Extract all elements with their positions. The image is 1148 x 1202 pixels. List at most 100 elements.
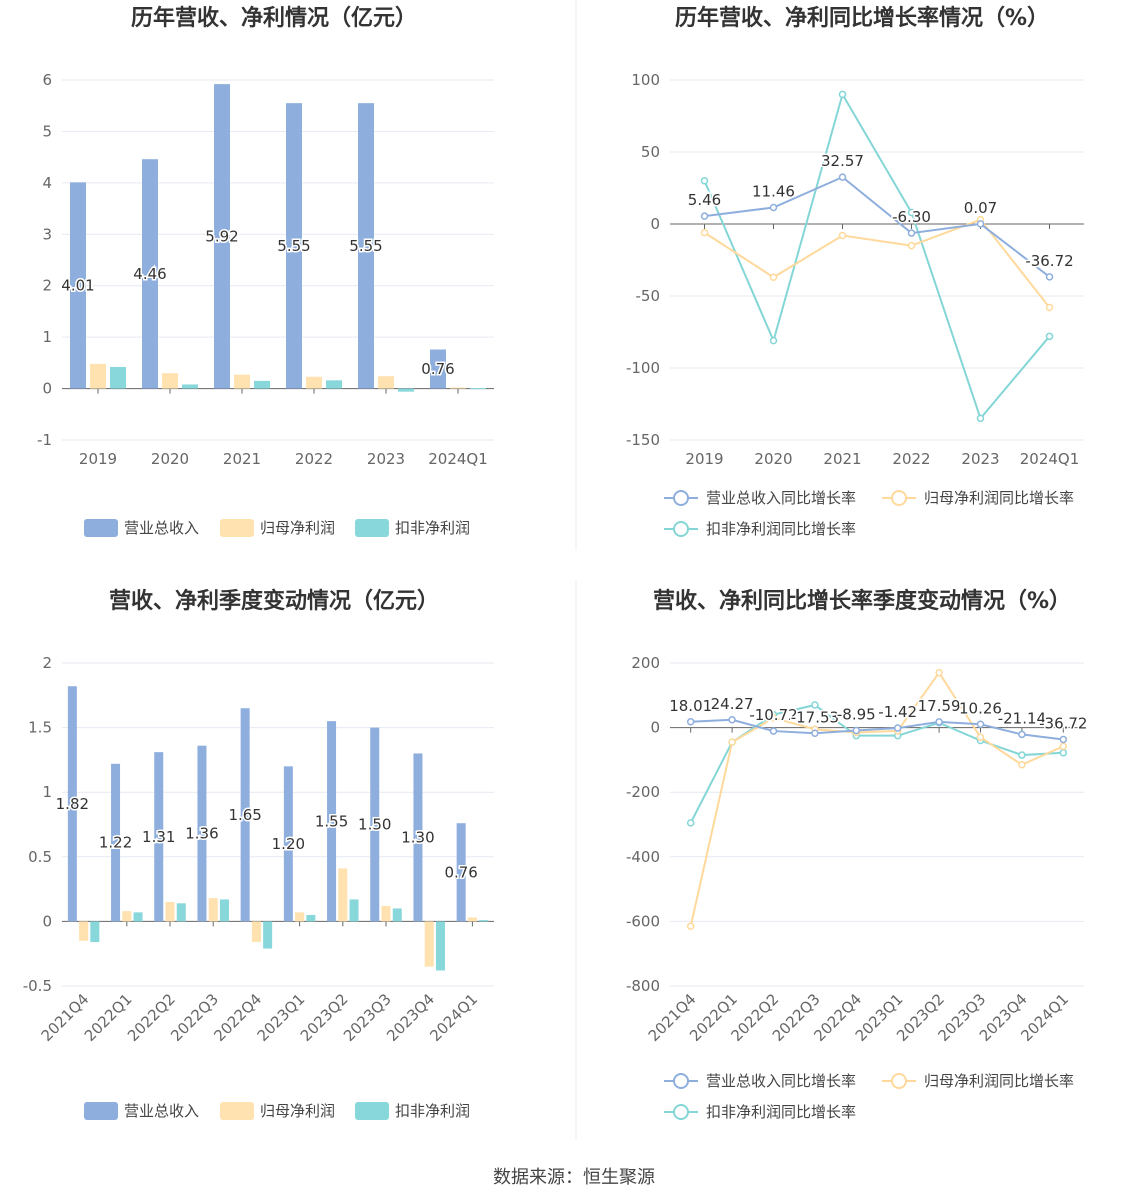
bar-parent-net-profit	[165, 902, 175, 922]
x-tick-label: 2020	[754, 450, 792, 468]
bar-parent-net-profit	[450, 387, 466, 389]
point-value-label: 5.46	[688, 191, 721, 209]
point-value-label: 0.07	[964, 199, 997, 217]
series-point	[1018, 760, 1026, 769]
legend-label: 营业总收入	[124, 1102, 199, 1120]
series-point	[811, 701, 819, 709]
point-value-label: 10.26	[959, 699, 1002, 717]
bar-deducted-net-profit	[182, 384, 198, 389]
bar-revenue	[197, 745, 207, 922]
series-point	[769, 336, 778, 345]
chart-title-annual: 历年营收、净利情况（亿元）	[131, 5, 417, 31]
x-tick-label: 2024Q1	[426, 990, 481, 1045]
series-point	[907, 229, 916, 237]
bar-revenue	[214, 84, 230, 389]
legend-label: 扣非净利润	[395, 519, 470, 537]
legend-marker	[673, 1073, 689, 1089]
bar-deducted-net-profit	[306, 914, 316, 922]
bar-revenue	[413, 753, 423, 922]
series-point	[976, 414, 985, 423]
bar-deducted-net-profit	[176, 903, 186, 922]
bar-value-label: 1.31	[142, 828, 175, 846]
x-tick-label: 2022	[892, 450, 930, 468]
bar-parent-net-profit	[79, 921, 89, 941]
bar-value-label: 1.22	[99, 834, 132, 852]
series-line-parent-growth	[689, 670, 1064, 927]
legend-marker	[891, 490, 907, 506]
y-tick-label: -150	[626, 431, 660, 449]
bar-value-label: 5.55	[277, 237, 310, 255]
bar-value-label: 1.55	[315, 812, 348, 830]
y-tick-label: 1	[42, 783, 52, 801]
y-tick-label: 200	[631, 654, 660, 672]
x-tick-label: 2021	[823, 450, 861, 468]
x-tick-label: 2021	[223, 450, 261, 468]
point-value-label: -6.30	[892, 208, 931, 226]
series-point	[1018, 751, 1026, 759]
y-tick-label: 0	[42, 380, 52, 398]
point-value-label: -17.53	[791, 708, 839, 726]
legend-swatch	[355, 1102, 389, 1120]
series-point	[769, 203, 778, 212]
series-point	[935, 668, 943, 677]
y-tick-label: -600	[626, 912, 660, 930]
series-point	[1059, 735, 1068, 744]
legend-swatch	[220, 519, 254, 537]
bar-revenue	[456, 823, 466, 922]
legend-label: 归母净利润	[260, 519, 335, 537]
series-point	[838, 90, 847, 99]
bar-revenue	[358, 103, 374, 389]
point-value-label: 17.59	[918, 697, 961, 715]
bar-deducted-net-profit	[479, 920, 489, 922]
bar-revenue	[142, 159, 158, 389]
legend-label: 归母净利润	[260, 1102, 335, 1120]
legend-label: 营业总收入同比增长率	[706, 489, 856, 507]
y-tick-label: 2	[42, 277, 52, 295]
chart-title-annual-growth: 历年营收、净利同比增长率情况（%）	[675, 5, 1049, 31]
bar-revenue	[70, 182, 86, 389]
series-point	[1045, 273, 1054, 281]
series-line-deducted-growth	[689, 703, 1064, 824]
series-line-revenue-growth	[704, 175, 1051, 278]
legend-label: 扣非净利润同比增长率	[706, 1103, 856, 1121]
point-value-label: -36.72	[1025, 252, 1073, 270]
series-point	[700, 212, 709, 220]
point-value-label: -8.95	[837, 705, 876, 723]
bar-deducted-net-profit	[398, 388, 414, 392]
bar-revenue	[286, 103, 302, 389]
series-point	[1059, 749, 1068, 757]
legend-label: 营业总收入	[124, 519, 199, 537]
bar-deducted-net-profit	[349, 899, 359, 922]
y-tick-label: 2	[42, 654, 52, 672]
point-value-label: 32.57	[821, 152, 864, 170]
legend-label: 营业总收入同比增长率	[706, 1072, 856, 1090]
series-point	[935, 718, 943, 726]
bar-revenue	[283, 766, 293, 922]
bar-parent-net-profit	[162, 373, 178, 389]
series-point	[893, 724, 902, 732]
bar-deducted-net-profit	[90, 921, 100, 943]
bar-parent-net-profit	[251, 921, 261, 943]
quarterly-bar-chart: -0.500.511.522021Q42022Q12022Q22022Q3202…	[23, 654, 494, 1120]
bar-value-label: 4.46	[133, 265, 166, 283]
bar-parent-net-profit	[122, 911, 132, 922]
bar-value-label: 0.76	[421, 360, 454, 378]
legend-marker	[673, 490, 689, 506]
bar-parent-net-profit	[234, 374, 250, 389]
point-value-label: 24.27	[711, 695, 754, 713]
bar-deducted-net-profit	[219, 899, 229, 922]
legend-label: 归母净利润同比增长率	[924, 489, 1074, 507]
bar-value-label: 0.76	[444, 863, 477, 881]
series-point	[907, 241, 916, 250]
series-point	[686, 922, 695, 930]
bar-deducted-net-profit	[263, 921, 273, 949]
bar-parent-net-profit	[90, 363, 106, 389]
y-tick-label: -200	[626, 783, 660, 801]
y-tick-label: 0	[650, 719, 660, 737]
y-tick-label: -0.5	[23, 977, 52, 995]
bar-deducted-net-profit	[110, 366, 126, 389]
series-point	[1045, 303, 1054, 312]
legend-label: 扣非净利润	[395, 1102, 470, 1120]
series-point	[838, 231, 847, 240]
annual-growth-line-chart: -150 -100 -50 0 50 100 2019 2020 2021 2022 2023 202…	[626, 71, 1084, 538]
